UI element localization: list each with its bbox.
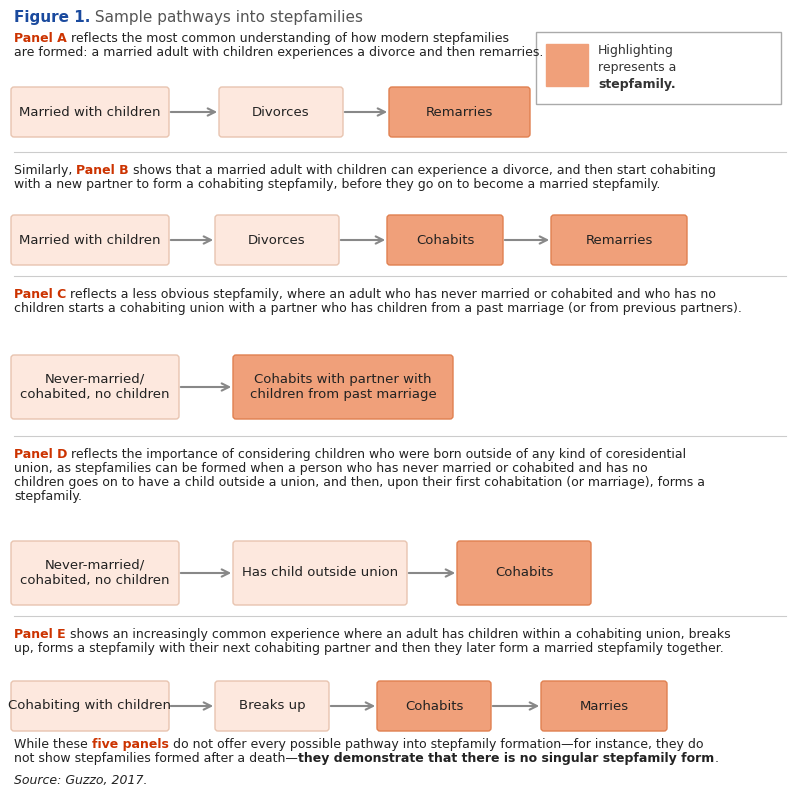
- Text: Marries: Marries: [579, 700, 629, 713]
- Text: reflects the most common understanding of how modern stepfamilies: reflects the most common understanding o…: [66, 32, 509, 45]
- Text: Married with children: Married with children: [19, 233, 161, 246]
- FancyBboxPatch shape: [11, 215, 169, 265]
- Text: Similarly,: Similarly,: [14, 164, 76, 177]
- FancyBboxPatch shape: [377, 681, 491, 731]
- Text: stepfamily.: stepfamily.: [14, 490, 82, 503]
- FancyBboxPatch shape: [219, 87, 343, 137]
- Text: Breaks up: Breaks up: [238, 700, 306, 713]
- Text: represents a: represents a: [598, 61, 676, 74]
- Text: Cohabiting with children: Cohabiting with children: [9, 700, 171, 713]
- Text: Remarries: Remarries: [586, 233, 653, 246]
- FancyBboxPatch shape: [233, 541, 407, 605]
- Text: they demonstrate that there is no singular stepfamily form: they demonstrate that there is no singul…: [298, 752, 714, 765]
- Text: Has child outside union: Has child outside union: [242, 567, 398, 579]
- FancyBboxPatch shape: [541, 681, 667, 731]
- Text: children goes on to have a child outside a union, and then, upon their first coh: children goes on to have a child outside…: [14, 476, 705, 489]
- Text: with a new partner to form a cohabiting stepfamily, before they go on to become : with a new partner to form a cohabiting …: [14, 178, 660, 191]
- Text: Figure 1.: Figure 1.: [14, 10, 90, 25]
- Text: stepfamily.: stepfamily.: [598, 78, 676, 91]
- Text: Never-married/
cohabited, no children: Never-married/ cohabited, no children: [20, 559, 170, 587]
- Text: reflects a less obvious stepfamily, where an adult who has never married or coha: reflects a less obvious stepfamily, wher…: [66, 288, 716, 301]
- FancyBboxPatch shape: [546, 44, 588, 86]
- Text: Panel A: Panel A: [14, 32, 66, 45]
- Text: Divorces: Divorces: [252, 106, 310, 119]
- FancyBboxPatch shape: [215, 681, 329, 731]
- Text: are formed: a married adult with children experiences a divorce and then remarri: are formed: a married adult with childre…: [14, 46, 543, 59]
- Text: children starts a cohabiting union with a partner who has children from a past m: children starts a cohabiting union with …: [14, 302, 742, 315]
- Text: up, forms a stepfamily with their next cohabiting partner and then they later fo: up, forms a stepfamily with their next c…: [14, 642, 724, 655]
- Text: Never-married/
cohabited, no children: Never-married/ cohabited, no children: [20, 373, 170, 401]
- FancyBboxPatch shape: [233, 355, 453, 419]
- Text: shows an increasingly common experience where an adult has children within a coh: shows an increasingly common experience …: [66, 628, 730, 641]
- FancyBboxPatch shape: [551, 215, 687, 265]
- Text: Cohabits: Cohabits: [405, 700, 463, 713]
- Text: Source: Guzzo, 2017.: Source: Guzzo, 2017.: [14, 774, 147, 787]
- Text: .: .: [714, 752, 718, 765]
- Text: union, as stepfamilies can be formed when a person who has never married or coha: union, as stepfamilies can be formed whe…: [14, 462, 648, 475]
- Text: Married with children: Married with children: [19, 106, 161, 119]
- Text: Cohabits: Cohabits: [416, 233, 474, 246]
- Text: five panels: five panels: [92, 738, 169, 751]
- Text: Panel C: Panel C: [14, 288, 66, 301]
- FancyBboxPatch shape: [11, 87, 169, 137]
- Text: While these: While these: [14, 738, 92, 751]
- FancyBboxPatch shape: [11, 541, 179, 605]
- Text: Panel B: Panel B: [76, 164, 129, 177]
- Text: shows that a married adult with children can experience a divorce, and then star: shows that a married adult with children…: [129, 164, 716, 177]
- Text: Panel D: Panel D: [14, 448, 67, 461]
- FancyBboxPatch shape: [11, 355, 179, 419]
- Text: Cohabits: Cohabits: [495, 567, 553, 579]
- FancyBboxPatch shape: [536, 32, 781, 104]
- Text: not show stepfamilies formed after a death—: not show stepfamilies formed after a dea…: [14, 752, 298, 765]
- FancyBboxPatch shape: [457, 541, 591, 605]
- FancyBboxPatch shape: [11, 681, 169, 731]
- Text: Highlighting: Highlighting: [598, 44, 674, 57]
- Text: Sample pathways into stepfamilies: Sample pathways into stepfamilies: [90, 10, 363, 25]
- Text: reflects the importance of considering children who were born outside of any kin: reflects the importance of considering c…: [67, 448, 686, 461]
- FancyBboxPatch shape: [215, 215, 339, 265]
- Text: Cohabits with partner with
children from past marriage: Cohabits with partner with children from…: [250, 373, 436, 401]
- Text: Remarries: Remarries: [426, 106, 493, 119]
- Text: do not offer every possible pathway into stepfamily formation—for instance, they: do not offer every possible pathway into…: [169, 738, 703, 751]
- Text: Divorces: Divorces: [248, 233, 306, 246]
- FancyBboxPatch shape: [389, 87, 530, 137]
- Text: Panel E: Panel E: [14, 628, 66, 641]
- FancyBboxPatch shape: [387, 215, 503, 265]
